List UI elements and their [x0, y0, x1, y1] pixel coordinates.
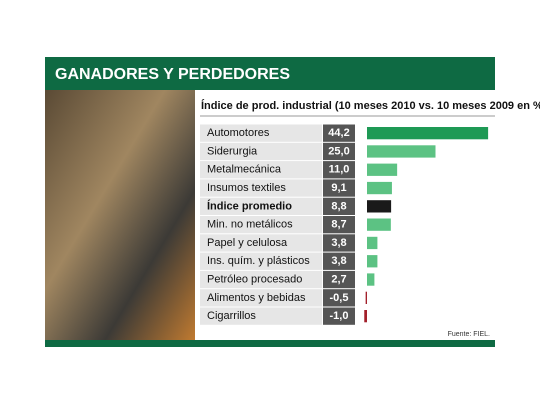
bar	[367, 145, 436, 158]
value-label: 3,8	[331, 237, 346, 249]
header-bar	[45, 57, 495, 90]
value-label: 11,0	[329, 164, 350, 176]
bar	[367, 127, 489, 140]
value-cell	[323, 234, 355, 252]
category-label: Ins. quím. y plásticos	[207, 255, 310, 267]
category-label: Índice promedio	[207, 199, 292, 212]
value-cell	[323, 142, 355, 161]
value-label: 25,0	[328, 145, 349, 157]
value-cell	[323, 270, 355, 289]
bar	[367, 200, 392, 213]
value-cell	[323, 124, 355, 142]
value-label: 9,1	[331, 182, 346, 194]
category-label: Automotores	[207, 127, 270, 139]
value-label: 44,2	[328, 127, 349, 139]
label-cell	[200, 124, 322, 142]
label-cell	[200, 234, 322, 252]
value-cell	[323, 161, 355, 179]
source: Fuente: FIEL.	[448, 331, 490, 338]
photo	[45, 90, 195, 340]
label-cell	[200, 216, 322, 234]
bar	[367, 218, 391, 231]
value-cell	[323, 197, 355, 215]
label-cell	[200, 289, 322, 307]
category-label: Alimentos y bebidas	[207, 292, 306, 304]
chart-title: GANADORES Y PERDEDORES	[55, 66, 290, 83]
subtitle: Índice de prod. industrial (10 meses 201…	[201, 99, 540, 112]
category-label: Siderurgia	[207, 145, 258, 157]
bar	[367, 163, 398, 176]
bar	[364, 310, 367, 323]
bar	[367, 236, 378, 250]
label-cell	[200, 252, 322, 270]
value-cell	[323, 289, 355, 307]
value-label: 3,8	[331, 255, 346, 267]
label-cell	[200, 197, 322, 215]
value-label: 2,7	[331, 273, 346, 285]
value-cell	[323, 216, 355, 234]
label-cell	[200, 161, 322, 179]
label-cell	[200, 270, 322, 289]
label-cell	[200, 142, 322, 161]
bar	[367, 273, 375, 286]
value-label: 8,7	[331, 219, 346, 231]
value-label: -0,5	[330, 292, 349, 304]
category-label: Metalmecánica	[207, 164, 282, 176]
category-label: Min. no metálicos	[207, 219, 293, 231]
value-label: -1,0	[330, 310, 349, 322]
bar	[367, 255, 378, 268]
label-cell	[200, 179, 322, 197]
bar	[365, 291, 367, 304]
category-label: Insumos textiles	[207, 182, 286, 194]
footer-bar	[45, 340, 495, 347]
value-cell	[323, 179, 355, 197]
category-label: Cigarrillos	[207, 310, 256, 322]
value-label: 8,8	[331, 200, 346, 212]
bar	[367, 181, 392, 195]
label-cell	[200, 307, 322, 325]
category-label: Papel y celulosa	[207, 237, 288, 249]
value-cell	[323, 252, 355, 270]
value-cell	[323, 307, 355, 325]
category-label: Petróleo procesado	[207, 273, 302, 285]
